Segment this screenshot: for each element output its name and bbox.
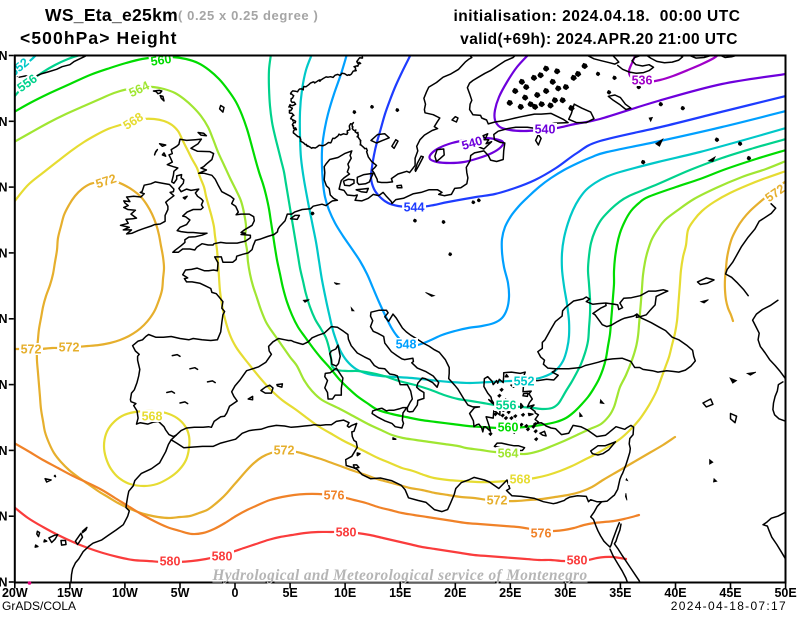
svg-text:576: 576 — [531, 526, 552, 540]
svg-text:540: 540 — [460, 134, 484, 153]
svg-text:572: 572 — [274, 443, 295, 457]
svg-text:15E: 15E — [389, 586, 411, 600]
svg-text:572: 572 — [94, 171, 118, 191]
svg-text:540: 540 — [535, 122, 556, 136]
svg-text:544: 544 — [404, 200, 425, 214]
svg-text:WS_Eta_e25km: WS_Eta_e25km — [45, 5, 178, 25]
svg-text:580: 580 — [160, 554, 181, 568]
svg-text:35N: 35N — [0, 444, 8, 458]
svg-text:580: 580 — [567, 553, 588, 567]
svg-text:25E: 25E — [499, 586, 521, 600]
svg-text:572: 572 — [487, 493, 508, 507]
svg-text:580: 580 — [212, 549, 233, 563]
svg-text:initialisation: 2024.04.18. 0: initialisation: 2024.04.18. 00:00 UTC — [453, 8, 740, 25]
svg-text:560: 560 — [498, 420, 519, 434]
svg-text:<500hPa> Height: <500hPa> Height — [20, 28, 178, 48]
svg-text:2024-04-18-07:17: 2024-04-18-07:17 — [671, 599, 787, 613]
svg-text:60N: 60N — [0, 115, 8, 129]
svg-text:valid(+69h): 2024.APR.20 21:00: valid(+69h): 2024.APR.20 21:00 UTC — [460, 31, 738, 48]
svg-text:Hydrological and Meteorologica: Hydrological and Meteorological service … — [211, 567, 587, 584]
svg-text:55N: 55N — [0, 181, 8, 195]
svg-text:30N: 30N — [0, 510, 8, 524]
svg-text:576: 576 — [324, 488, 345, 502]
svg-text:572: 572 — [59, 340, 80, 354]
svg-text:GrADS/COLA: GrADS/COLA — [2, 599, 76, 613]
svg-text:15W: 15W — [57, 586, 83, 600]
svg-text:568: 568 — [510, 472, 531, 486]
svg-text:65N: 65N — [0, 49, 8, 63]
svg-text:( 0.25 x 0.25 degree ): ( 0.25 x 0.25 degree ) — [178, 8, 318, 23]
svg-text:45N: 45N — [0, 312, 8, 326]
svg-text:50E: 50E — [774, 586, 796, 600]
svg-text:20W: 20W — [2, 586, 28, 600]
svg-text:10W: 10W — [112, 586, 138, 600]
svg-text:5W: 5W — [171, 586, 190, 600]
svg-text:548: 548 — [396, 337, 417, 351]
svg-text:40N: 40N — [0, 378, 8, 392]
svg-text:10E: 10E — [334, 586, 356, 600]
svg-text:20E: 20E — [444, 586, 466, 600]
svg-text:45E: 45E — [719, 586, 741, 600]
svg-text:580: 580 — [336, 525, 357, 539]
svg-text:25N: 25N — [0, 576, 8, 590]
svg-text:0: 0 — [232, 586, 239, 600]
svg-text:40E: 40E — [664, 586, 686, 600]
svg-text:536: 536 — [632, 73, 653, 87]
svg-text:572: 572 — [21, 342, 42, 356]
svg-text:5E: 5E — [282, 586, 297, 600]
svg-text:30E: 30E — [554, 586, 576, 600]
svg-text:564: 564 — [498, 446, 519, 460]
svg-text:556: 556 — [496, 398, 517, 412]
svg-text:568: 568 — [142, 409, 163, 423]
svg-text:552: 552 — [514, 374, 535, 388]
svg-text:35E: 35E — [609, 586, 631, 600]
svg-text:560: 560 — [150, 52, 173, 69]
svg-text:50N: 50N — [0, 246, 8, 260]
